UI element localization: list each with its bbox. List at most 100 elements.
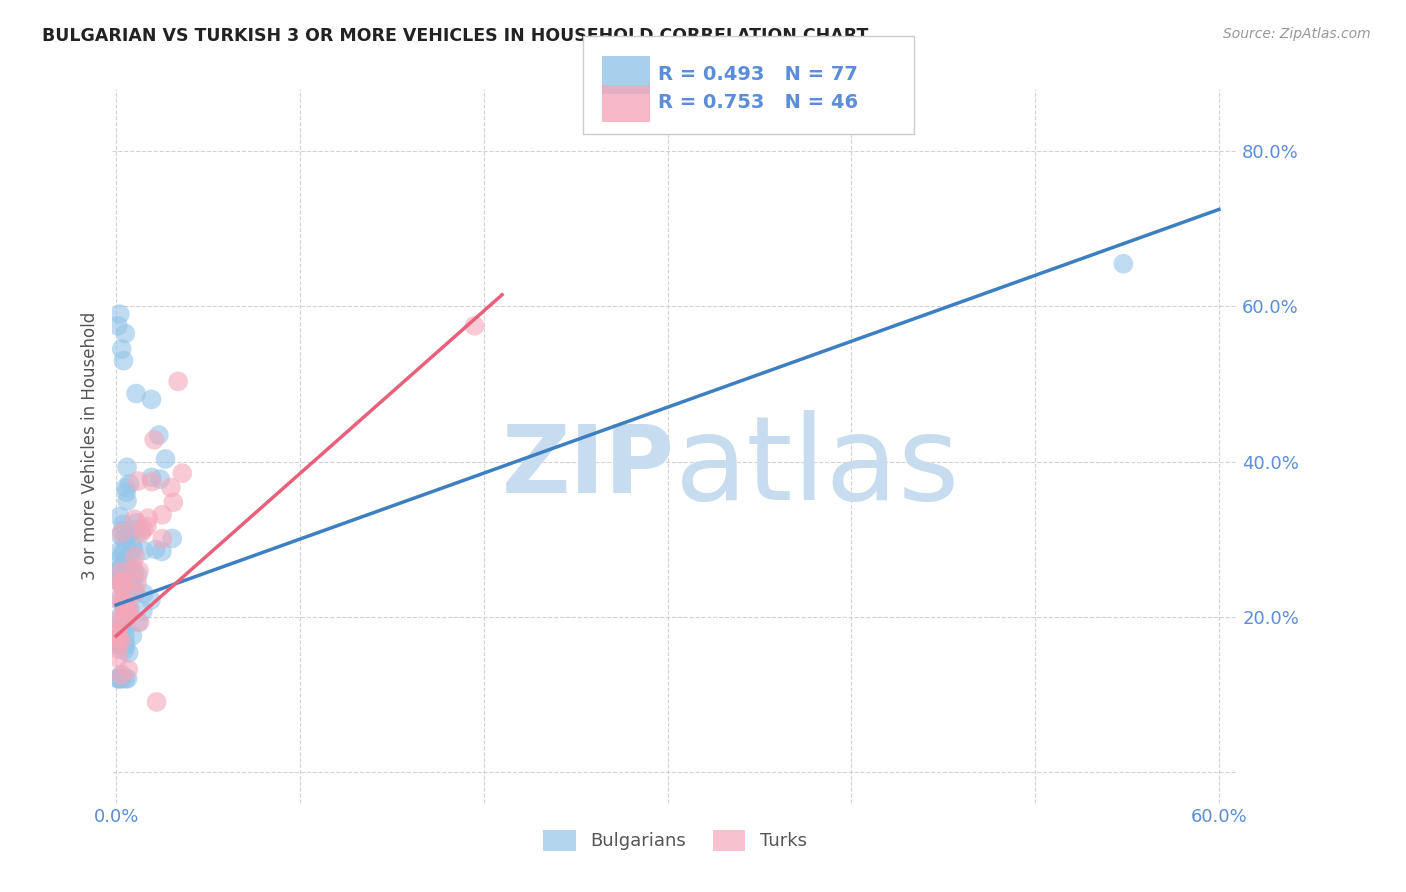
Text: R = 0.493   N = 77: R = 0.493 N = 77 (658, 64, 858, 84)
Text: BULGARIAN VS TURKISH 3 OR MORE VEHICLES IN HOUSEHOLD CORRELATION CHART: BULGARIAN VS TURKISH 3 OR MORE VEHICLES … (42, 27, 869, 45)
Point (118, 600, 141, 615)
Point (110, 579, 132, 593)
Point (122, 539, 145, 553)
Point (117, 604, 139, 618)
Point (107, 672, 129, 686)
Point (127, 575, 149, 590)
Point (114, 629, 136, 643)
Point (107, 642, 129, 657)
Point (107, 626, 129, 640)
Point (112, 353, 135, 368)
Point (148, 428, 170, 442)
Point (132, 604, 155, 618)
Point (143, 433, 166, 447)
Point (111, 546, 134, 560)
Point (112, 578, 135, 592)
Point (108, 307, 131, 321)
Point (107, 636, 129, 650)
Point (114, 326, 136, 341)
Point (118, 646, 141, 660)
Point (115, 528, 138, 542)
Point (107, 563, 129, 577)
Point (112, 599, 135, 613)
Point (108, 509, 131, 524)
Point (132, 586, 155, 600)
Point (127, 474, 149, 488)
Point (107, 574, 129, 588)
Point (122, 543, 145, 558)
Point (114, 589, 136, 603)
Point (121, 629, 143, 643)
Point (121, 560, 143, 574)
Point (127, 568, 149, 582)
Point (118, 477, 141, 491)
Point (136, 519, 159, 533)
Point (124, 512, 146, 526)
Point (108, 609, 131, 624)
Point (108, 593, 131, 607)
Point (111, 594, 134, 608)
Point (110, 564, 132, 578)
Point (107, 632, 129, 646)
Point (111, 566, 134, 580)
Point (110, 633, 132, 648)
Point (114, 557, 136, 571)
Point (124, 549, 146, 564)
Point (150, 508, 173, 522)
Point (127, 615, 149, 629)
Point (124, 587, 146, 601)
Point (167, 375, 190, 389)
Point (132, 522, 155, 536)
Point (141, 392, 163, 407)
Point (115, 485, 138, 500)
Point (111, 574, 134, 588)
Point (115, 494, 138, 508)
Text: Source: ZipAtlas.com: Source: ZipAtlas.com (1223, 27, 1371, 41)
Point (162, 495, 184, 509)
Point (114, 552, 136, 566)
Point (107, 651, 129, 665)
Point (112, 643, 135, 657)
Point (115, 460, 138, 475)
Point (117, 663, 139, 677)
Text: R = 0.753   N = 46: R = 0.753 N = 46 (658, 93, 858, 112)
Y-axis label: 3 or more Vehicles in Household: 3 or more Vehicles in Household (80, 312, 98, 580)
Point (111, 619, 134, 633)
Point (112, 524, 135, 538)
Point (114, 606, 136, 620)
Point (136, 511, 159, 525)
Point (464, 318, 486, 333)
Point (145, 542, 167, 557)
Point (128, 615, 150, 630)
Point (110, 672, 132, 686)
Point (108, 552, 131, 566)
Point (111, 619, 134, 633)
Text: ZIP: ZIP (502, 421, 675, 514)
Point (129, 524, 152, 539)
Point (115, 537, 138, 551)
Point (107, 318, 129, 333)
Legend: Bulgarians, Turks: Bulgarians, Turks (536, 822, 814, 858)
Point (122, 573, 145, 587)
Point (107, 632, 129, 647)
Point (114, 672, 136, 686)
Point (110, 574, 132, 589)
Text: atlas: atlas (675, 410, 960, 524)
Point (115, 480, 138, 494)
Point (114, 600, 136, 615)
Point (122, 561, 145, 575)
Point (114, 639, 136, 653)
Point (162, 532, 184, 546)
Point (110, 672, 132, 686)
Point (110, 615, 132, 630)
Point (118, 602, 141, 616)
Point (112, 532, 135, 546)
Point (160, 480, 183, 494)
Point (107, 638, 129, 652)
Point (1112, 257, 1135, 271)
Point (110, 668, 132, 682)
Point (107, 672, 129, 686)
Point (117, 605, 139, 619)
Point (117, 672, 139, 686)
Point (124, 585, 146, 599)
